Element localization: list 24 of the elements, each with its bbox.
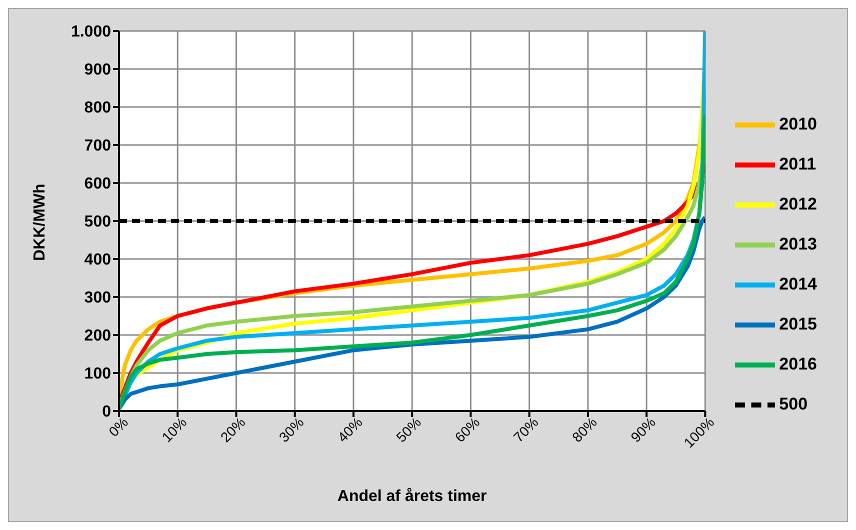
x-tick-label: 60%	[452, 414, 483, 446]
x-tick-label: 40%	[334, 414, 366, 446]
x-axis-title: Andel af årets timer	[337, 487, 487, 505]
y-tick-label: 200	[84, 328, 112, 345]
y-tick-label: 1.000	[70, 24, 112, 41]
legend-label: 2013	[779, 234, 817, 254]
y-tick-label: 500	[84, 214, 112, 231]
y-tick-label: 700	[84, 138, 112, 155]
legend-label: 2010	[779, 114, 817, 134]
legend-label: 500	[779, 394, 808, 414]
y-tick-label: 900	[84, 62, 112, 79]
legend-label: 2016	[779, 354, 817, 374]
legend-label: 2015	[779, 314, 817, 334]
y-tick-label: 0	[102, 404, 112, 421]
legend-label: 2012	[779, 194, 817, 214]
y-tick-label: 800	[84, 100, 112, 117]
legend-label: 2014	[779, 274, 817, 294]
y-tick-label: 400	[84, 252, 112, 269]
y-tick-label: 600	[84, 176, 112, 193]
y-tick-label: 100	[84, 366, 112, 383]
legend-label: 2011	[779, 154, 816, 174]
y-axis-title: DKK/MWh	[32, 184, 49, 261]
x-tick-label: 70%	[510, 414, 542, 446]
y-tick-label: 300	[84, 290, 112, 307]
